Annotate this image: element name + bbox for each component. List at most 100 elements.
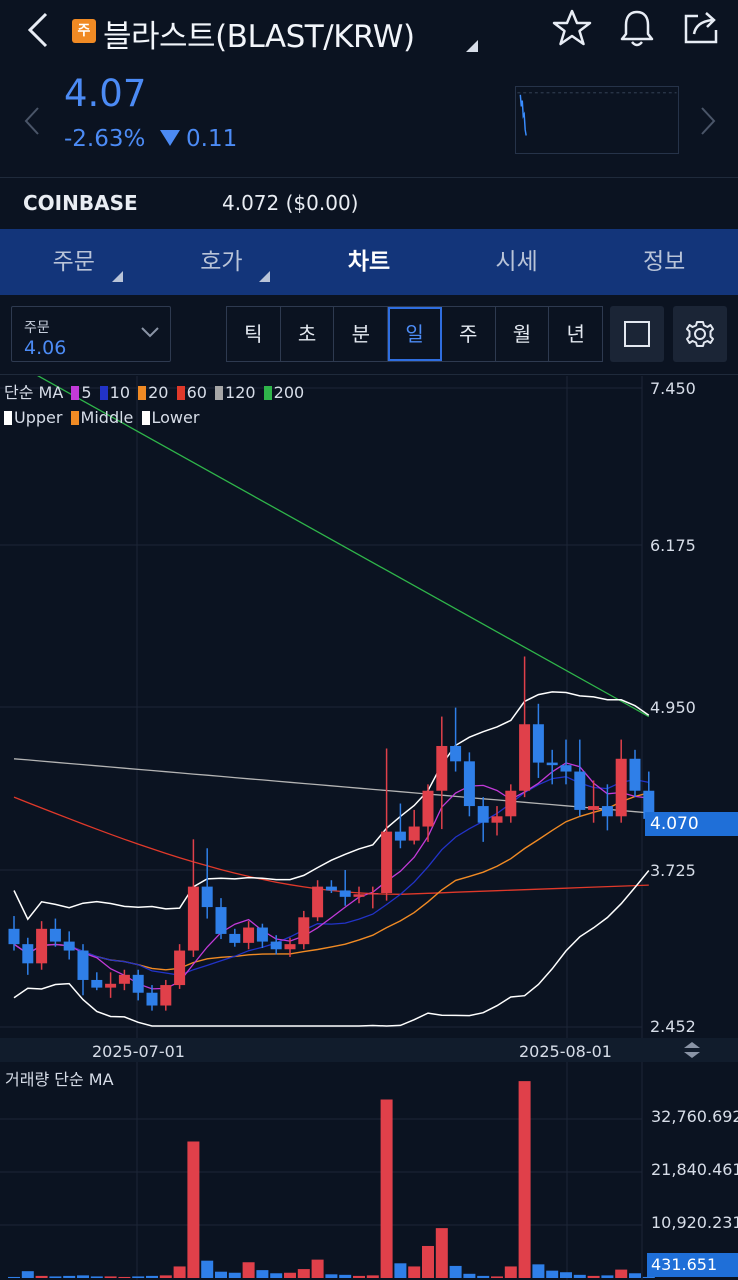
app-header: 주 블라스트(BLAST/KRW) <box>0 0 738 62</box>
candle-body <box>187 886 199 951</box>
candle-body <box>601 806 613 817</box>
volume-bar <box>270 1273 283 1278</box>
period-month[interactable]: 월 <box>496 307 550 361</box>
volume-bar <box>518 1081 531 1278</box>
back-icon[interactable] <box>22 10 54 50</box>
chevron-left-icon[interactable] <box>22 106 42 136</box>
exchange-price: 4.072 ($0.00) <box>222 191 359 215</box>
tab-order-label: 주문 <box>52 249 95 275</box>
volume-bar <box>587 1275 600 1278</box>
ma120-swatch <box>215 386 224 400</box>
volume-bar <box>394 1263 407 1278</box>
candle-body <box>436 745 448 791</box>
ma10-label: 10 <box>109 383 131 402</box>
volume-bar <box>311 1259 324 1278</box>
volume-bar <box>132 1276 145 1278</box>
candle-body <box>394 831 406 841</box>
candle-body <box>325 886 337 891</box>
ma10-swatch <box>99 386 108 400</box>
last-price-tag: 4.070 <box>645 812 738 836</box>
exchange-name: COINBASE <box>23 191 138 215</box>
volume-bar <box>532 1264 545 1278</box>
candle-body <box>519 724 531 791</box>
bb-legend: Upper Middle Lower <box>1 408 199 427</box>
ma60-label: 60 <box>186 383 207 402</box>
period-minute[interactable]: 분 <box>334 307 389 361</box>
volume-bar <box>49 1276 62 1278</box>
caret-icon[interactable] <box>464 40 478 52</box>
share-icon[interactable] <box>682 8 722 48</box>
change-amount-value: 0.11 <box>186 126 238 152</box>
square-icon <box>624 321 650 347</box>
x-tick-label: 2025-07-01 <box>92 1042 185 1061</box>
last-volume-tag: 431.651 <box>647 1253 738 1277</box>
period-week[interactable]: 주 <box>442 307 496 361</box>
volume-bar <box>629 1273 641 1278</box>
volume-bar <box>366 1275 379 1278</box>
volume-bar <box>90 1276 103 1278</box>
order-select[interactable]: 주문 4.06 <box>11 306 171 362</box>
page-title[interactable]: 블라스트(BLAST/KRW) <box>103 19 415 55</box>
volume-bar <box>353 1275 365 1278</box>
y-tick-label: 6.175 <box>650 536 696 555</box>
volume-bar <box>173 1266 186 1278</box>
candlestick-chart[interactable] <box>0 376 738 1280</box>
candle-body <box>532 724 544 763</box>
tab-quotes[interactable]: 시세 <box>443 229 591 295</box>
candle-body <box>353 894 365 897</box>
volume-bar <box>146 1275 158 1278</box>
ma200-line <box>36 376 650 718</box>
candle-body <box>201 886 213 908</box>
upper-swatch <box>4 411 12 425</box>
candle-body <box>408 826 420 841</box>
period-day[interactable]: 일 <box>388 307 442 361</box>
volume-bar <box>573 1274 586 1278</box>
bell-icon[interactable] <box>617 8 657 48</box>
candle-body <box>422 790 434 827</box>
ma60-line <box>13 796 649 895</box>
tab-orderbook[interactable]: 호가 <box>148 229 296 295</box>
volume-title: 거래량 단순 MA <box>5 1070 114 1089</box>
volume-bar <box>159 1275 172 1278</box>
tab-order[interactable]: 주문 <box>0 229 148 295</box>
change-amount: 0.11 <box>160 126 237 152</box>
ma20-label: 20 <box>148 383 169 402</box>
x-axis-bar <box>0 1038 738 1062</box>
candle-body <box>574 771 586 810</box>
period-tick[interactable]: 틱 <box>227 307 281 361</box>
candle-body <box>381 831 393 894</box>
chevron-right-icon[interactable] <box>698 106 718 136</box>
volume-bar <box>642 1276 655 1278</box>
lower-swatch <box>141 411 150 425</box>
ma200-label: 200 <box>273 383 305 402</box>
candle-body <box>63 941 75 951</box>
candle-body <box>146 992 158 1006</box>
order-select-value: 4.06 <box>24 337 67 359</box>
candle-body <box>91 979 103 988</box>
fullscreen-button[interactable] <box>610 306 664 362</box>
candle-body <box>560 765 572 772</box>
star-icon[interactable] <box>552 8 592 48</box>
price-summary: 4.07 -2.63% 0.11 <box>0 62 738 178</box>
volume-bar <box>77 1275 89 1278</box>
candle-body <box>629 758 641 791</box>
candle-body <box>546 762 558 766</box>
period-year[interactable]: 년 <box>566 322 585 346</box>
volume-bar <box>21 1271 34 1278</box>
resize-icon[interactable] <box>683 1042 701 1058</box>
order-select-label: 주문 <box>24 320 50 336</box>
down-arrow-icon <box>160 130 180 146</box>
candle-body <box>243 927 255 943</box>
y-tick-label: 3.725 <box>650 861 696 880</box>
period-second[interactable]: 초 <box>281 307 335 361</box>
lower-label: Lower <box>151 408 200 427</box>
tab-info[interactable]: 정보 <box>590 229 738 295</box>
upper-label: Upper <box>14 408 63 427</box>
candle-body <box>643 790 655 819</box>
settings-button[interactable] <box>673 306 727 362</box>
ma20-swatch <box>138 386 147 400</box>
candle-body <box>118 974 130 984</box>
volume-bar <box>228 1272 241 1278</box>
tab-chart[interactable]: 차트 <box>295 229 443 295</box>
ma120-line <box>13 758 649 814</box>
